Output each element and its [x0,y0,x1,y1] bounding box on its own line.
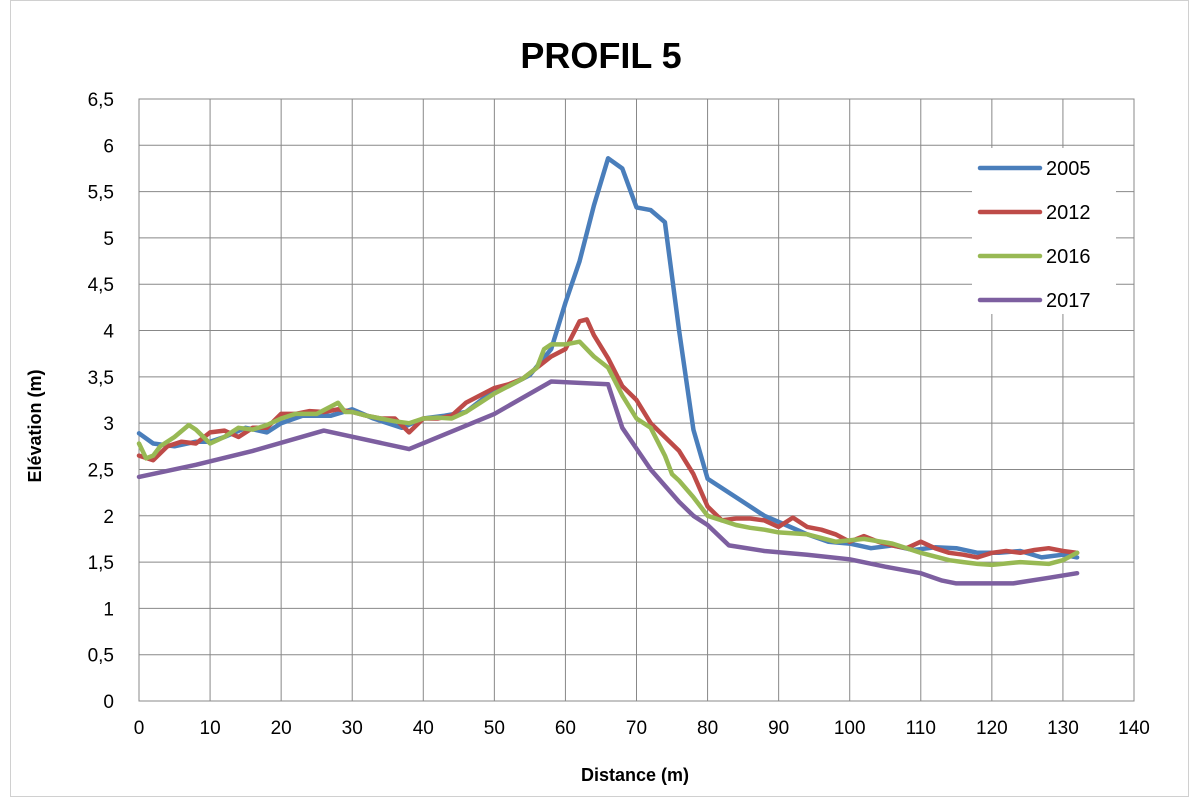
y-axis-ticks: 0 0,5 1 1,5 2 2,5 3 3,5 4 4,5 5 5,5 6 6,5 [88,90,115,713]
y-tick-label: 6,5 [88,90,114,111]
y-tick-label: 1 [103,599,114,620]
y-tick-label: 0,5 [88,646,114,667]
x-tick-label: 0 [134,718,145,739]
x-axis-title: Distance (m) [581,765,689,785]
x-tick-label: 140 [1118,718,1150,739]
x-tick-label: 70 [626,718,647,739]
y-tick-label: 4,5 [88,275,114,296]
y-tick-label: 6 [103,136,114,157]
y-axis-title: Elévation (m) [25,369,45,482]
x-tick-label: 10 [200,718,221,739]
x-tick-label: 110 [906,718,936,739]
legend-box [972,148,1116,314]
x-tick-label: 30 [342,718,363,739]
legend-label-2012: 2012 [1046,202,1091,224]
y-tick-label: 4 [103,322,114,343]
y-tick-label: 2 [103,507,114,528]
legend-label-2017: 2017 [1046,290,1091,312]
x-tick-label: 90 [768,718,789,739]
x-tick-label: 60 [555,718,576,739]
x-axis-ticks: 0 10 20 30 40 50 60 70 80 90 100 110 120 130 140 [134,718,1150,739]
y-tick-label: 5,5 [88,183,114,204]
chart-title: PROFIL 5 [520,35,681,76]
y-tick-label: 0 [103,692,114,713]
legend: 2005 2012 2016 2017 [972,148,1116,314]
y-tick-label: 2,5 [88,460,114,481]
y-tick-label: 1,5 [88,553,114,574]
x-tick-label: 100 [834,718,866,739]
x-tick-label: 80 [697,718,718,739]
grid [138,98,1135,702]
x-tick-label: 50 [484,718,505,739]
series-line-2017 [136,379,1080,586]
x-tick-label: 40 [413,718,434,739]
y-tick-label: 5 [103,229,114,250]
x-tick-label: 20 [271,718,292,739]
y-tick-label: 3,5 [88,368,114,389]
y-tick-label: 3 [103,414,114,435]
legend-label-2005: 2005 [1046,158,1091,180]
legend-label-2016: 2016 [1046,246,1091,268]
x-tick-label: 120 [976,718,1008,739]
series-layer [136,156,1080,586]
series-line-2016 [136,339,1080,568]
x-tick-label: 130 [1047,718,1079,739]
